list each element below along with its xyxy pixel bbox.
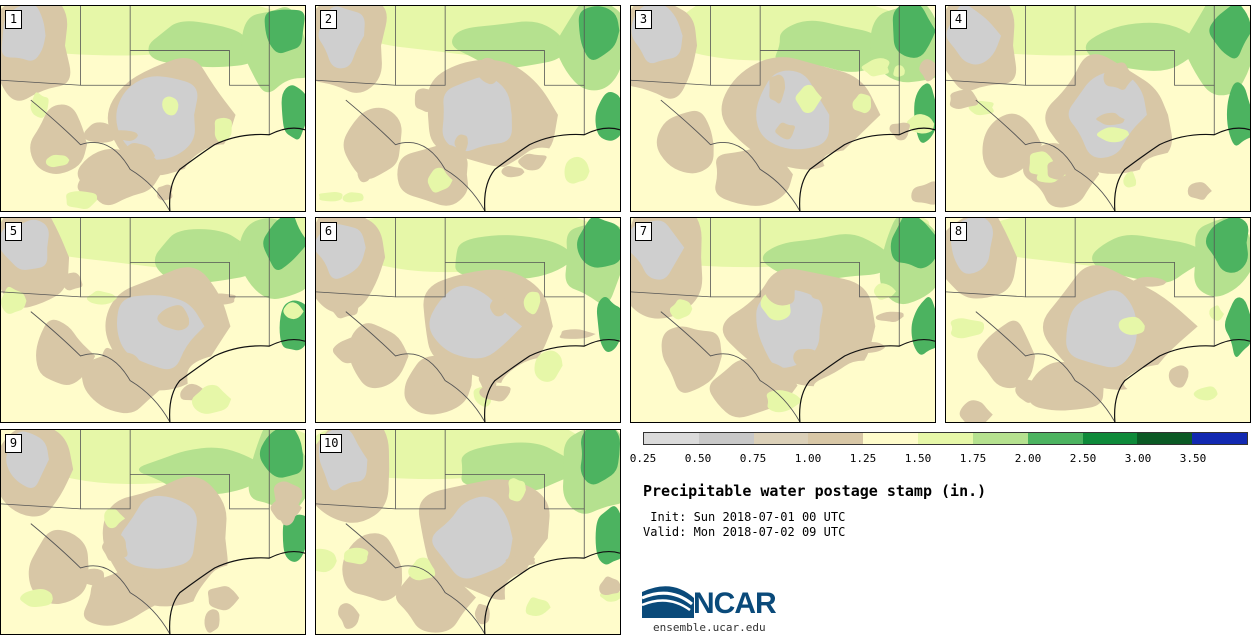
map-image — [631, 218, 935, 422]
site-url: ensemble.ucar.edu — [653, 621, 766, 634]
colorbar-tick-label: 0.50 — [684, 452, 712, 465]
colorbar-swatch — [644, 433, 699, 444]
map-image — [1, 6, 305, 211]
panel-label: 1 — [5, 10, 22, 29]
colorbar-ticks: 0.25 0.50 0.75 1.00 1.25 1.50 1.75 2.00 2.50 3.00… — [630, 452, 1250, 466]
panel-7: 7 — [630, 217, 936, 423]
panel-label: 10 — [320, 434, 343, 453]
colorbar — [643, 432, 1248, 445]
map-image — [316, 218, 620, 422]
colorbar-tick-label: 1.00 — [794, 452, 822, 465]
colorbar-tick-label: 2.50 — [1069, 452, 1097, 465]
panel-5: 5 — [0, 217, 306, 423]
colorbar-tick-label: 1.75 — [959, 452, 987, 465]
colorbar-tick-label: 2.00 — [1014, 452, 1042, 465]
panel-label: 9 — [5, 434, 22, 453]
colorbar-swatch — [972, 433, 1028, 444]
panel-label: 5 — [5, 222, 22, 241]
panel-3: 3 — [630, 5, 936, 212]
panel-label: 8 — [950, 222, 967, 241]
colorbar-swatch — [808, 433, 864, 444]
panel-4: 4 — [945, 5, 1251, 212]
ncar-logo-icon — [642, 586, 694, 618]
colorbar-tick-label: 3.50 — [1179, 452, 1207, 465]
panel-1: 1 — [0, 5, 306, 212]
colorbar-swatch — [698, 433, 754, 444]
colorbar-swatch — [1027, 433, 1083, 444]
colorbar-swatch — [918, 433, 973, 444]
panel-9: 9 — [0, 429, 306, 635]
colorbar-tick-label: 1.50 — [904, 452, 932, 465]
panel-label: 6 — [320, 222, 337, 241]
colorbar-swatch — [863, 433, 919, 444]
map-image — [946, 218, 1250, 422]
map-image — [946, 6, 1250, 211]
colorbar-tick-label: 1.25 — [849, 452, 877, 465]
colorbar-swatch — [1137, 433, 1193, 444]
valid-time: Valid: Mon 2018-07-02 09 UTC — [643, 525, 846, 539]
colorbar-tick-label: 0.75 — [739, 452, 767, 465]
map-image — [1, 430, 305, 634]
colorbar-tick-label: 3.00 — [1124, 452, 1152, 465]
colorbar-swatch — [1192, 433, 1247, 444]
panel-label: 4 — [950, 10, 967, 29]
colorbar-swatch — [753, 433, 809, 444]
page-title: Precipitable water postage stamp (in.) — [643, 482, 987, 500]
init-time: Init: Sun 2018-07-01 00 UTC — [643, 510, 846, 524]
colorbar-swatch — [1082, 433, 1138, 444]
map-image — [316, 430, 620, 634]
colorbar-tick-label: 0.25 — [629, 452, 657, 465]
logo-text: NCAR — [693, 587, 777, 620]
map-image — [1, 218, 305, 422]
panel-2: 2 — [315, 5, 621, 212]
map-image — [316, 6, 620, 211]
panel-6: 6 — [315, 217, 621, 423]
map-image — [631, 6, 935, 211]
panel-10: 10 — [315, 429, 621, 635]
run-info: Init: Sun 2018-07-01 00 UTC Valid: Mon 2… — [643, 510, 845, 540]
panel-label: 3 — [635, 10, 652, 29]
panel-label: 7 — [635, 222, 652, 241]
panel-label: 2 — [320, 10, 337, 29]
panel-8: 8 — [945, 217, 1251, 423]
